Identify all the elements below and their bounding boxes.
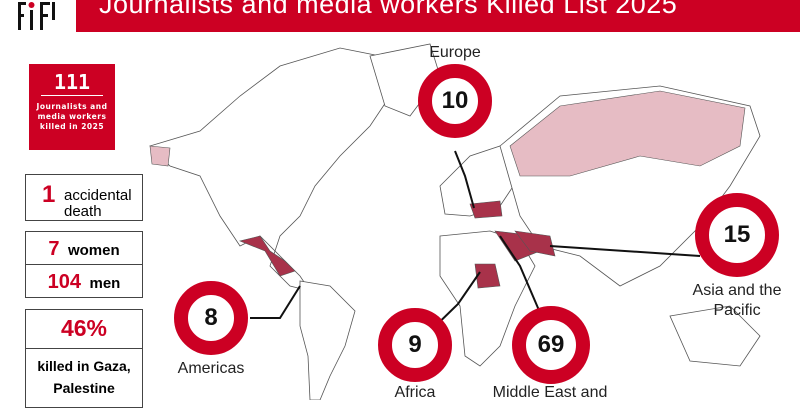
region-count-europe: 10 (418, 64, 492, 138)
total-number: 111 (53, 70, 91, 94)
russia (509, 90, 746, 177)
accidental-label-2: death (64, 203, 102, 220)
region-label-middle-east: Middle East and (492, 384, 608, 401)
region-count-asia-pacific: 15 (695, 193, 779, 277)
men-number: 104 (47, 271, 82, 293)
alaska (149, 145, 171, 167)
gaza-percent-box: 46% (25, 309, 143, 349)
men-label: men (89, 275, 121, 292)
title-banner: Journalists and media workers Killed Lis… (76, 0, 800, 32)
region-count-africa: 9 (378, 308, 452, 382)
men-box: 104 men (25, 264, 143, 298)
region-label-americas: Americas (177, 360, 245, 377)
afghanistan-pakistan (514, 230, 556, 257)
gaza-percent: 46% (60, 315, 108, 341)
women-label: women (67, 242, 120, 259)
australia (669, 305, 761, 367)
region-label-asia-pacific: Asia and the Pacific (692, 282, 782, 319)
gaza-label-2: Palestine (53, 380, 115, 396)
region-count-middle-east: 69 (512, 306, 590, 384)
accidental-number: 1 (42, 181, 56, 208)
europe (439, 145, 521, 217)
region-label-europe: Europe (429, 44, 481, 61)
mexico (239, 235, 296, 277)
north-america (149, 47, 391, 292)
women-box: 7 women (25, 231, 143, 265)
accidental-death-box: 1 accidental death (25, 174, 143, 221)
accidental-label: accidental (64, 187, 132, 204)
world-map (149, 43, 761, 400)
gaza-label-box: killed in Gaza, Palestine (25, 348, 143, 408)
south-america (299, 280, 356, 400)
region-count-americas: 8 (174, 281, 248, 355)
gaza-label-1: killed in Gaza, (37, 358, 131, 374)
region-label-africa: Africa (394, 384, 436, 401)
page-title: Journalists and media workers Killed Lis… (99, 0, 678, 19)
ifj-logo (18, 2, 55, 30)
total-label: Journalists and media workers killed in … (36, 102, 108, 131)
ukraine (469, 200, 503, 219)
total-killed-box: 111 Journalists and media workers killed… (29, 64, 115, 150)
sudan (474, 263, 501, 289)
women-number: 7 (48, 238, 60, 260)
